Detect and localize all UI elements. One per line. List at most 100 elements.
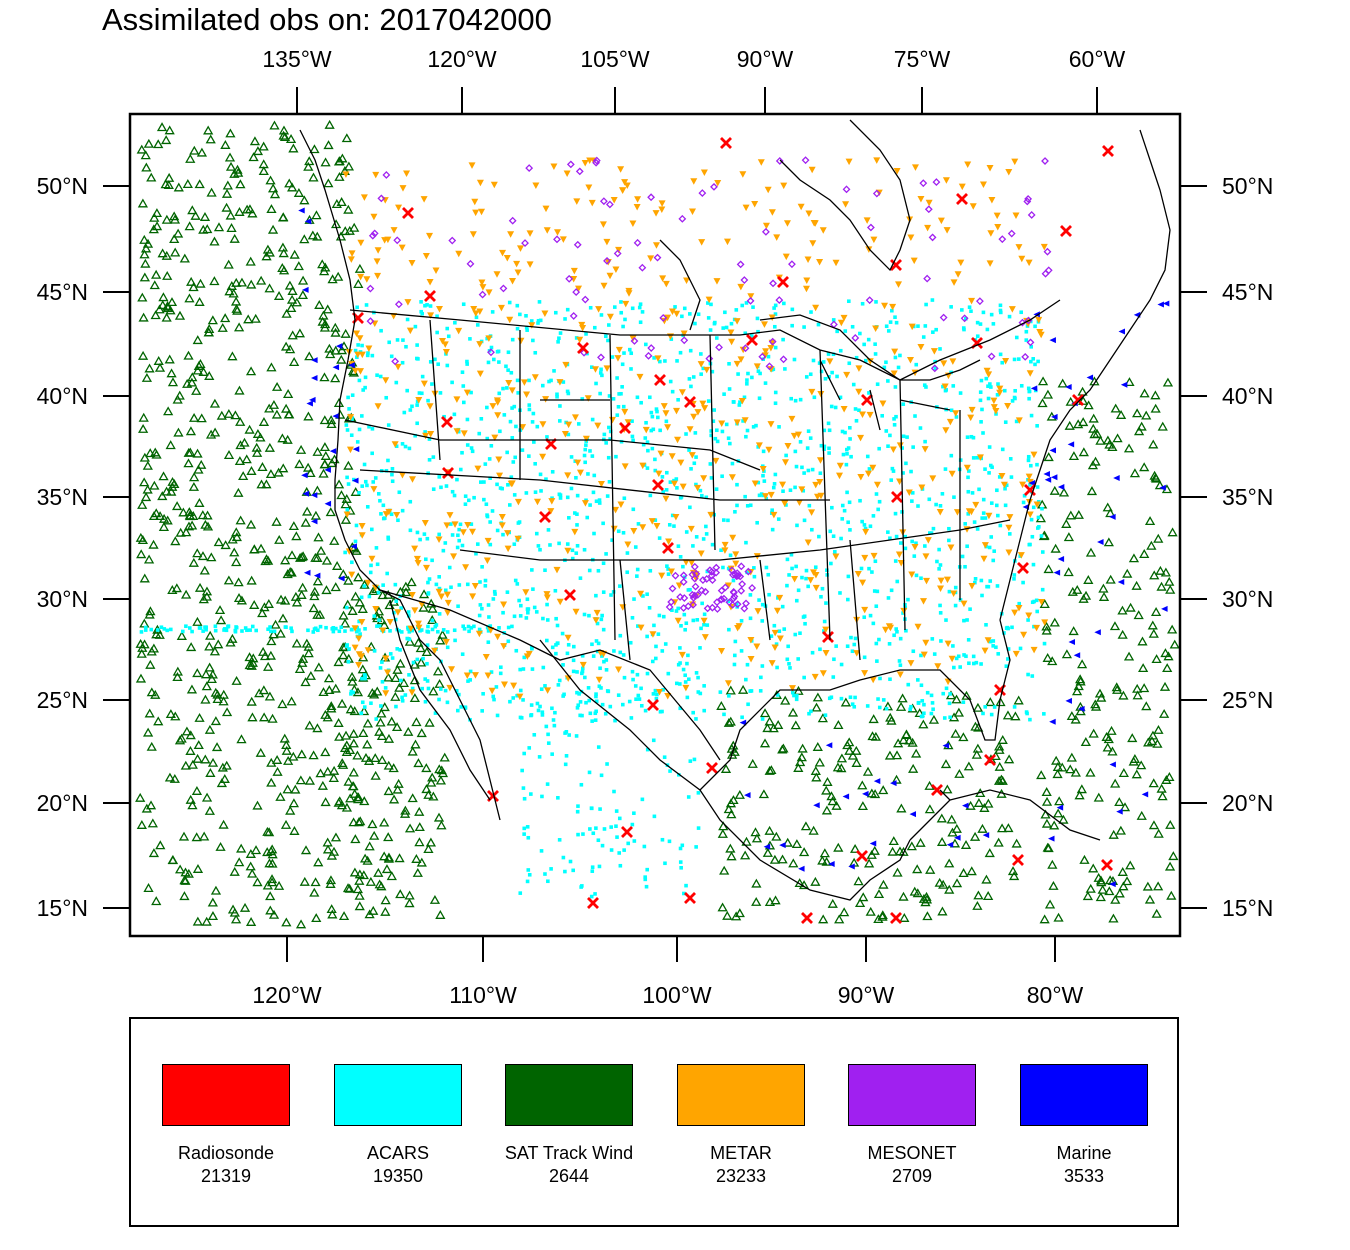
acars-marker: [457, 527, 461, 532]
metar-marker: [586, 157, 594, 165]
sat-wind-marker: [142, 238, 154, 248]
acars-marker: [426, 398, 430, 403]
sat-wind-marker: [258, 416, 270, 426]
sat-wind-marker: [143, 554, 155, 564]
acars-marker: [910, 539, 914, 544]
acars-marker: [469, 446, 474, 450]
acars-marker: [635, 567, 640, 572]
acars-marker: [477, 431, 482, 436]
sat-wind-marker: [951, 878, 963, 888]
sat-wind-marker: [227, 534, 238, 544]
acars-marker: [833, 405, 838, 410]
marine-marker: [1049, 337, 1056, 344]
acars-marker: [998, 523, 1003, 528]
sat-wind-marker: [162, 270, 173, 280]
sat-wind-marker: [338, 650, 349, 660]
sat-wind-marker: [1070, 714, 1081, 724]
sat-wind-marker: [951, 823, 962, 833]
acars-marker: [989, 535, 994, 539]
sat-wind-marker: [1114, 888, 1125, 898]
mesonet-marker: [761, 227, 770, 236]
sat-wind-marker: [139, 573, 150, 583]
acars-marker: [437, 612, 442, 616]
sat-wind-marker: [1148, 820, 1160, 830]
acars-marker: [1026, 618, 1030, 622]
acars-marker: [848, 437, 852, 441]
sat-wind-marker: [1118, 881, 1129, 891]
metar-marker: [348, 571, 356, 579]
acars-marker: [700, 493, 704, 498]
sat-wind-marker: [969, 831, 981, 841]
acars-marker: [519, 603, 523, 608]
sat-wind-marker: [280, 403, 292, 413]
acars-marker: [1026, 386, 1031, 391]
acars-marker: [539, 849, 544, 853]
acars-marker: [630, 434, 635, 439]
acars-marker: [426, 592, 431, 596]
acars-marker: [605, 494, 610, 498]
metar-marker: [543, 227, 551, 234]
acars-marker: [450, 380, 454, 385]
sat-wind-marker: [194, 179, 205, 189]
acars-marker: [316, 628, 320, 633]
sat-wind-marker: [983, 891, 994, 900]
metar-marker: [979, 181, 987, 188]
acars-marker: [975, 334, 980, 339]
sat-wind-marker: [1169, 639, 1180, 649]
sat-wind-marker: [271, 516, 282, 526]
sat-wind-marker: [245, 366, 257, 376]
acars-marker: [472, 495, 476, 500]
mesonet-marker: [713, 605, 722, 613]
acars-marker: [413, 433, 417, 438]
sat-wind-marker: [790, 720, 801, 730]
metar-marker: [733, 419, 741, 426]
acars-marker: [884, 324, 889, 329]
acars-marker: [614, 454, 618, 459]
sat-wind-marker: [1096, 692, 1107, 702]
acars-marker: [538, 547, 542, 552]
acars-marker: [724, 325, 729, 330]
acars-marker: [652, 356, 656, 360]
metar-marker: [753, 363, 761, 370]
acars-marker: [608, 437, 612, 441]
acars-marker: [571, 669, 576, 674]
acars-marker: [709, 429, 713, 433]
sat-wind-marker: [216, 410, 227, 420]
acars-marker: [561, 380, 566, 384]
acars-marker: [848, 695, 853, 700]
acars-marker: [631, 438, 635, 443]
sat-wind-marker: [191, 785, 203, 795]
sat-wind-marker: [293, 188, 305, 197]
sat-wind-marker: [764, 765, 775, 775]
metar-marker: [866, 411, 874, 419]
acars-marker: [633, 545, 638, 549]
metar-marker: [808, 388, 816, 396]
acars-marker: [527, 872, 532, 877]
sat-wind-marker: [381, 864, 393, 874]
sat-wind-marker: [209, 276, 220, 286]
metar-marker: [413, 555, 421, 563]
sat-wind-marker: [342, 883, 354, 893]
acars-marker: [479, 417, 484, 421]
sat-wind-marker: [1068, 626, 1079, 636]
mesonet-marker: [659, 313, 668, 322]
sat-wind-marker: [1075, 706, 1086, 716]
acars-marker: [602, 827, 607, 831]
acars-marker: [895, 579, 900, 584]
mesonet-marker: [487, 348, 495, 357]
acars-marker: [569, 486, 574, 491]
sat-wind-marker: [234, 206, 245, 216]
metar-marker: [508, 387, 516, 394]
mesonet-marker: [676, 593, 685, 601]
acars-marker: [428, 304, 433, 308]
metar-marker: [694, 409, 702, 416]
sat-wind-marker: [1146, 540, 1157, 550]
acars-marker: [463, 502, 468, 506]
acars-marker: [882, 365, 887, 370]
mesonet-marker: [638, 263, 647, 272]
sat-wind-marker: [187, 759, 198, 769]
metar-marker: [1012, 212, 1020, 219]
sat-wind-marker: [282, 569, 293, 579]
acars-marker: [558, 419, 562, 423]
sat-wind-marker: [1003, 823, 1014, 833]
